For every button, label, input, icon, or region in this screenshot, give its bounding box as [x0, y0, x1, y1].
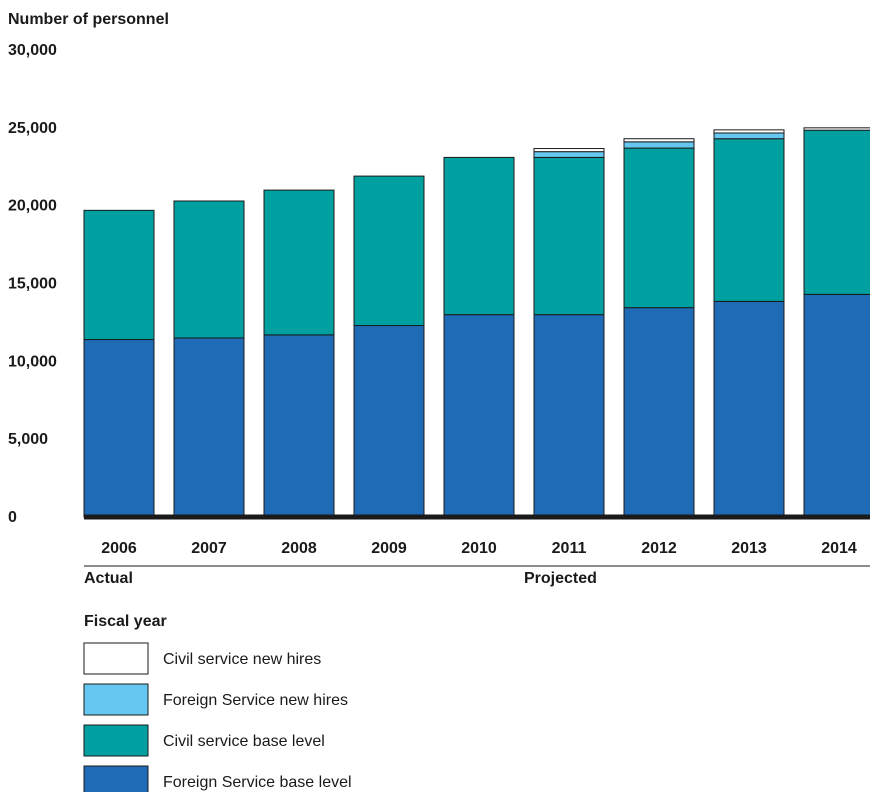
- y-axis-ticks: 0 5,000 10,000 15,000 20,000 25,000 30,000: [8, 42, 57, 526]
- period-group-label: Projected: [524, 570, 597, 587]
- bar-segment: [533, 151, 605, 158]
- x-tick-label: 2013: [731, 540, 767, 557]
- bar-segment: [353, 325, 425, 518]
- bar-segment: [533, 314, 605, 518]
- bar-segment: [623, 307, 695, 518]
- bar-segment: [803, 127, 870, 131]
- bar-segment: [173, 200, 245, 339]
- x-tick-label: 2014: [821, 540, 857, 557]
- bar-segment: [623, 138, 695, 143]
- bar-segment: [353, 175, 425, 327]
- bar-segment: [83, 209, 155, 341]
- x-tick-label: 2006: [101, 540, 137, 557]
- bar-segment: [263, 334, 335, 518]
- bar-segment: [263, 189, 335, 336]
- period-group-label: Actual: [84, 570, 133, 587]
- legend-swatch: [83, 683, 149, 716]
- bar-segment: [713, 138, 785, 302]
- x-tick-label: 2009: [371, 540, 407, 557]
- y-tick-label: 10,000: [8, 353, 57, 370]
- legend-label: Foreign Service base level: [163, 774, 352, 791]
- bar-segment: [533, 148, 605, 153]
- bar-segment: [623, 147, 695, 309]
- period-groups: Actual Projected: [84, 565, 870, 587]
- legend: Civil service new hires Foreign Service n…: [83, 642, 352, 792]
- x-tick-label: 2007: [191, 540, 227, 557]
- x-axis-title: Fiscal year: [84, 613, 167, 630]
- legend-label: Foreign Service new hires: [163, 692, 348, 709]
- x-tick-label: 2008: [281, 540, 317, 557]
- bar-segment: [83, 339, 155, 518]
- bar-segment: [443, 156, 515, 316]
- bar-segment: [623, 141, 695, 149]
- bar-segment: [803, 293, 870, 518]
- bar-segment: [713, 300, 785, 518]
- bar-segment: [713, 132, 785, 140]
- y-tick-label: 0: [8, 509, 17, 526]
- bars: [83, 127, 870, 518]
- legend-label: Civil service base level: [163, 733, 325, 750]
- y-tick-label: 25,000: [8, 120, 57, 137]
- legend-swatch: [83, 765, 149, 792]
- bar-segment: [803, 129, 870, 295]
- y-tick-label: 15,000: [8, 276, 57, 293]
- y-tick-label: 5,000: [8, 431, 48, 448]
- legend-label: Civil service new hires: [163, 651, 321, 668]
- x-tick-label: 2011: [552, 540, 587, 557]
- x-axis-ticks: 2006 2007 2008 2009 2010 2011 2012 2013 2014: [101, 540, 857, 557]
- y-tick-label: 30,000: [8, 42, 57, 59]
- x-tick-label: 2010: [461, 540, 497, 557]
- legend-swatch: [83, 724, 149, 757]
- bar-segment: [533, 156, 605, 316]
- bar-segment: [713, 129, 785, 134]
- x-tick-label: 2012: [641, 540, 677, 557]
- bar-segment: [173, 337, 245, 518]
- legend-swatch: [83, 642, 149, 675]
- bar-segment: [443, 314, 515, 518]
- y-tick-label: 20,000: [8, 198, 57, 215]
- y-axis-title: Number of personnel: [8, 11, 169, 28]
